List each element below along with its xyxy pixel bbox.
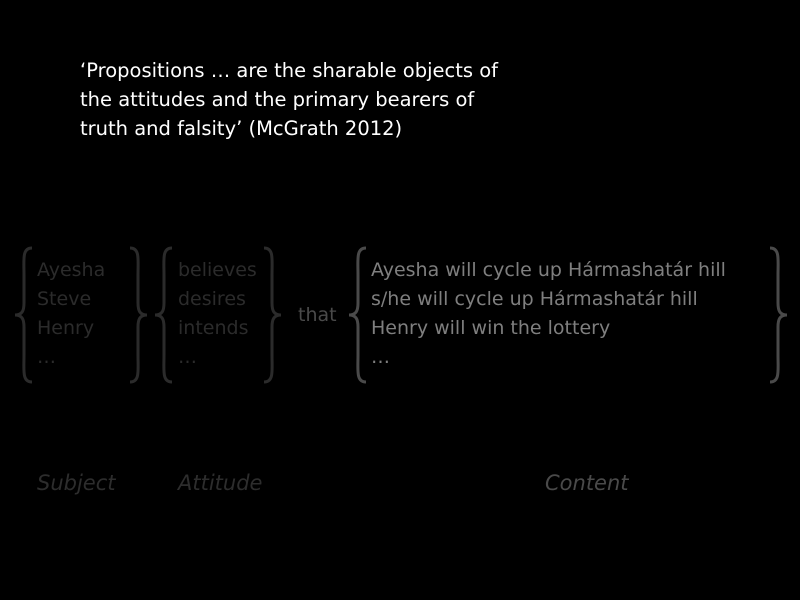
attitude-item: believes — [178, 259, 257, 281]
subject-item: Steve — [37, 288, 92, 310]
quote-line: truth and falsity’ (McGrath 2012) — [80, 117, 403, 140]
attitude-item: intends — [178, 317, 249, 339]
content-item: Henry will win the lottery — [371, 317, 611, 339]
attitude-list: believes desires intends … — [178, 256, 257, 372]
attitude-right-brace — [263, 246, 282, 384]
quote-line: ‘Propositions … are the sharable objects… — [80, 59, 499, 82]
content-item: s/he will cycle up Hármashatár hill — [371, 288, 698, 310]
content-label: Content — [545, 471, 629, 495]
content-item: … — [371, 346, 390, 368]
content-list: Ayesha will cycle up Hármashatár hill s/… — [371, 256, 726, 372]
content-right-brace — [769, 246, 788, 384]
attitude-item: desires — [178, 288, 246, 310]
content-item: Ayesha will cycle up Hármashatár hill — [371, 259, 726, 281]
subject-item: … — [37, 346, 56, 368]
attitude-left-brace — [154, 246, 173, 384]
quote-block: ‘Propositions … are the sharable objects… — [80, 56, 550, 143]
content-left-brace — [348, 246, 367, 384]
subject-label: Subject — [37, 471, 116, 495]
subject-right-brace — [129, 246, 148, 384]
attitude-item: … — [178, 346, 197, 368]
subject-left-brace — [14, 246, 33, 384]
attitude-label: Attitude — [178, 471, 263, 495]
subject-list: Ayesha Steve Henry … — [37, 256, 105, 372]
subject-item: Ayesha — [37, 259, 106, 281]
quote-line: the attitudes and the primary bearers of — [80, 88, 475, 111]
subject-item: Henry — [37, 317, 95, 339]
connector-that: that — [298, 304, 337, 326]
